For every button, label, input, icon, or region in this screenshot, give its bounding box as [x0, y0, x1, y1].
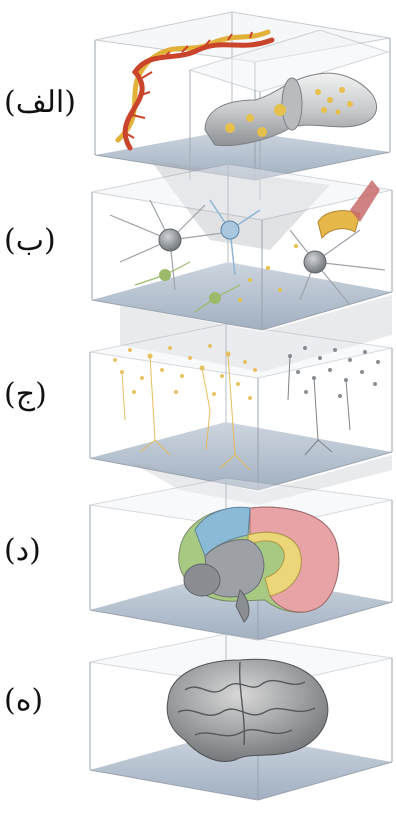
- label-c: (ج): [4, 377, 47, 412]
- label-a: (الف): [4, 85, 76, 120]
- label-e: (ه): [4, 683, 44, 718]
- label-b: (ب): [4, 223, 56, 258]
- zoom-funnel-cd: [130, 455, 392, 505]
- zoom-funnel-ab: [150, 160, 330, 250]
- box-c-network: [89, 323, 393, 491]
- label-d: (د): [4, 533, 41, 568]
- whole-brain-icon: [166, 658, 329, 762]
- box-b-cellular: [91, 163, 393, 331]
- zoom-funnel-bc: [120, 295, 392, 372]
- neural-network-icon: [113, 344, 380, 471]
- brain-section-icon: [178, 506, 340, 623]
- dna-helix-icon: [115, 29, 275, 151]
- synapse-icon: [204, 72, 378, 147]
- neuron-cluster-icon: [109, 180, 386, 313]
